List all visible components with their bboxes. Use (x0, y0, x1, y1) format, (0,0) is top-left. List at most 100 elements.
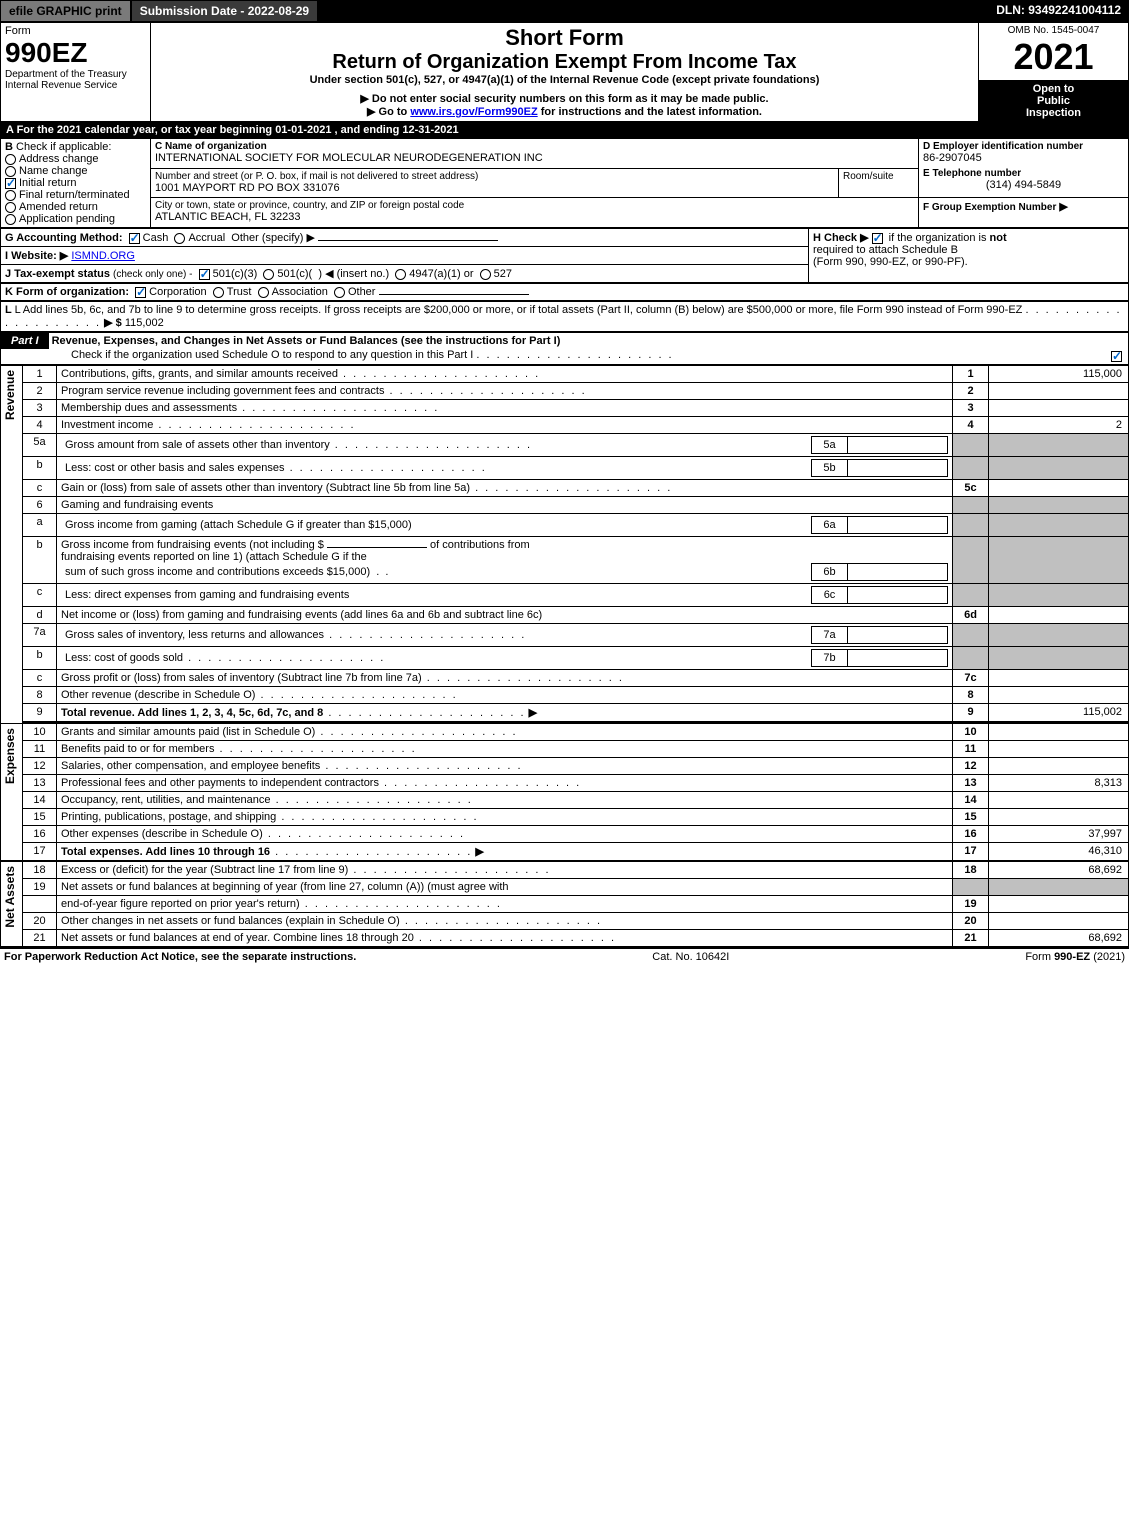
l16-n: 16 (23, 826, 57, 843)
chk-trust[interactable] (213, 287, 224, 298)
box-e-label: E Telephone number (923, 168, 1124, 179)
chk-4947[interactable] (395, 269, 406, 280)
l4-amt: 2 (989, 417, 1129, 434)
opt-501c-post: ) ◀ (insert no.) (318, 268, 389, 280)
l7a-sub: 7a (812, 627, 848, 644)
phone-value: (314) 494-5849 (923, 179, 1124, 191)
l6-t: Gaming and fundraising events (61, 499, 213, 511)
irs-link[interactable]: www.irs.gov/Form990EZ (410, 106, 537, 118)
l8-t: Other revenue (describe in Schedule O) (61, 689, 255, 701)
l6a-subamt[interactable] (848, 517, 948, 534)
expenses-label: Expenses (1, 724, 19, 788)
l5c-n: c (23, 480, 57, 497)
l6c-greyamt (989, 584, 1129, 607)
l6d-amt (989, 607, 1129, 624)
other-specify-line[interactable] (318, 240, 498, 241)
l6b-blank[interactable] (327, 547, 427, 548)
chk-amended-return[interactable] (5, 202, 16, 213)
l7a-subamt[interactable] (848, 627, 948, 644)
l13-n: 13 (23, 775, 57, 792)
opt-application-pending: Application pending (19, 213, 115, 225)
chk-501c3[interactable] (199, 269, 210, 280)
chk-assoc[interactable] (258, 287, 269, 298)
l16-box: 16 (953, 826, 989, 843)
l5b-subamt[interactable] (848, 460, 948, 477)
l6b-subamt[interactable] (848, 564, 948, 581)
opt-accrual: Accrual (188, 232, 225, 244)
l18-box: 18 (953, 861, 989, 879)
chk-cash[interactable] (129, 233, 140, 244)
chk-address-change[interactable] (5, 154, 16, 165)
l6b-t4: sum of such gross income and contributio… (65, 566, 370, 578)
opt-address-change: Address change (19, 153, 99, 165)
l9-n: 9 (23, 704, 57, 723)
l7a-t: Gross sales of inventory, less returns a… (65, 629, 324, 641)
page-footer: For Paperwork Reduction Act Notice, see … (0, 947, 1129, 965)
l20-amt (989, 913, 1129, 930)
title-return: Return of Organization Exempt From Incom… (155, 51, 974, 74)
box-d-label: D Employer identification number (923, 141, 1124, 152)
revenue-label: Revenue (1, 366, 19, 424)
l3-n: 3 (23, 400, 57, 417)
chk-accrual[interactable] (174, 233, 185, 244)
l18-amt: 68,692 (989, 861, 1129, 879)
l5c-box: 5c (953, 480, 989, 497)
opt-assoc: Association (272, 286, 328, 298)
l14-n: 14 (23, 792, 57, 809)
l12-box: 12 (953, 758, 989, 775)
l5a-t: Gross amount from sale of assets other t… (65, 439, 330, 451)
footer-right-form: 990-EZ (1054, 951, 1090, 963)
l2-n: 2 (23, 383, 57, 400)
website-link[interactable]: ISMND.ORG (71, 250, 135, 262)
l16-t: Other expenses (describe in Schedule O) (61, 828, 263, 840)
footer-right: Form 990-EZ (2021) (1025, 951, 1125, 963)
box-f-arrow: ▶ (1059, 201, 1067, 213)
l6a-n: a (23, 514, 57, 537)
l20-t: Other changes in net assets or fund bala… (61, 915, 400, 927)
goto-pre: ▶ Go to (367, 106, 410, 118)
efile-print-button[interactable]: efile GRAPHIC print (0, 0, 131, 22)
l8-n: 8 (23, 687, 57, 704)
top-bar: efile GRAPHIC print Submission Date - 20… (0, 0, 1129, 22)
l7a-greyamt (989, 624, 1129, 647)
l4-t: Investment income (61, 419, 153, 431)
l5a-subamt[interactable] (848, 437, 948, 454)
box-c-label: C Name of organization (155, 141, 914, 152)
l6d-n: d (23, 607, 57, 624)
l19-amt (989, 896, 1129, 913)
box-h-pre: H Check ▶ (813, 232, 872, 244)
city-label: City or town, state or province, country… (155, 200, 914, 211)
chk-501c[interactable] (263, 269, 274, 280)
l6c-subamt[interactable] (848, 587, 948, 604)
chk-527[interactable] (480, 269, 491, 280)
l1-amt: 115,000 (989, 366, 1129, 383)
other-org-line[interactable] (379, 294, 529, 295)
l12-t: Salaries, other compensation, and employ… (61, 760, 320, 772)
box-h-line3: (Form 990, 990-EZ, or 990-PF). (813, 256, 968, 268)
chk-application-pending[interactable] (5, 214, 16, 225)
l10-n: 10 (23, 724, 57, 741)
box-h-not: not (990, 232, 1007, 244)
l1-box: 1 (953, 366, 989, 383)
chk-schedule-o[interactable] (1111, 351, 1122, 362)
l4-box: 4 (953, 417, 989, 434)
box-i-label: I Website: ▶ (5, 250, 68, 262)
l17-n: 17 (23, 843, 57, 862)
l7c-n: c (23, 670, 57, 687)
submission-date-button[interactable]: Submission Date - 2022-08-29 (131, 0, 318, 22)
line-l-value: 115,002 (125, 317, 164, 329)
chk-initial-return[interactable] (5, 178, 16, 189)
l6c-n: c (23, 584, 57, 607)
chk-other-org[interactable] (334, 287, 345, 298)
chk-not-required[interactable] (872, 233, 883, 244)
chk-corp[interactable] (135, 287, 146, 298)
chk-final-return[interactable] (5, 190, 16, 201)
l10-t: Grants and similar amounts paid (list in… (61, 726, 315, 738)
l7b-subamt[interactable] (848, 650, 948, 667)
bullet-goto: ▶ Go to www.irs.gov/Form990EZ for instru… (155, 105, 974, 118)
netassets-label: Net Assets (1, 862, 19, 932)
l5a-greyamt (989, 434, 1129, 457)
l7a-greybox (953, 624, 989, 647)
l6c-sub: 6c (812, 587, 848, 604)
l21-box: 21 (953, 930, 989, 947)
